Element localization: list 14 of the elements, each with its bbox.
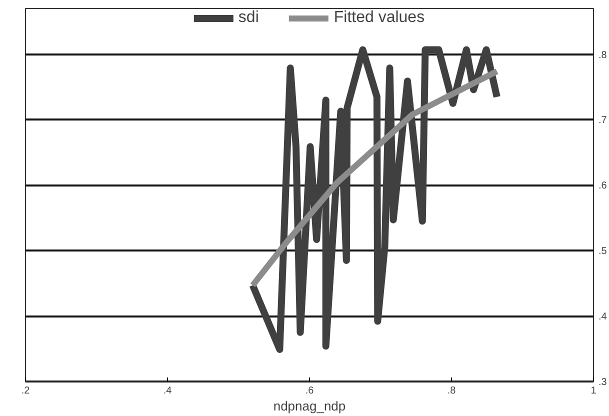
legend-label: Fitted values (334, 9, 425, 27)
x-axis-title: ndpnag_ndp (273, 398, 346, 414)
x-tick-label: .2 (21, 386, 30, 396)
x-tick-label: .6 (305, 386, 314, 396)
y-tick-label: .5 (598, 246, 608, 258)
y-tick-label: .7 (598, 115, 608, 126)
y-tick-label: .4 (598, 312, 608, 323)
x-tick-label: .8 (447, 386, 456, 396)
y-tick-label: .3 (598, 377, 608, 388)
y-tick-label: .8 (598, 50, 608, 61)
y-tick-label: .6 (598, 180, 608, 192)
x-tick-label: .4 (163, 386, 172, 396)
x-tick-label: 1 (590, 386, 597, 396)
legend-label: sdi (238, 9, 259, 27)
